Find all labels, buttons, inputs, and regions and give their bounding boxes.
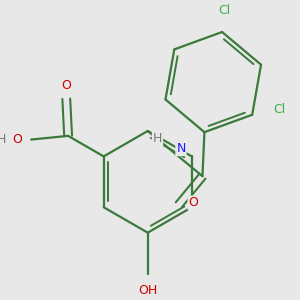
Text: O: O [188,196,198,209]
Text: N: N [176,142,186,155]
Text: Cl: Cl [218,4,230,17]
Text: Cl: Cl [274,103,286,116]
Text: OH: OH [138,284,158,297]
Text: O: O [13,133,22,146]
Text: H: H [153,132,162,146]
Text: H: H [0,133,7,146]
Text: O: O [61,79,71,92]
